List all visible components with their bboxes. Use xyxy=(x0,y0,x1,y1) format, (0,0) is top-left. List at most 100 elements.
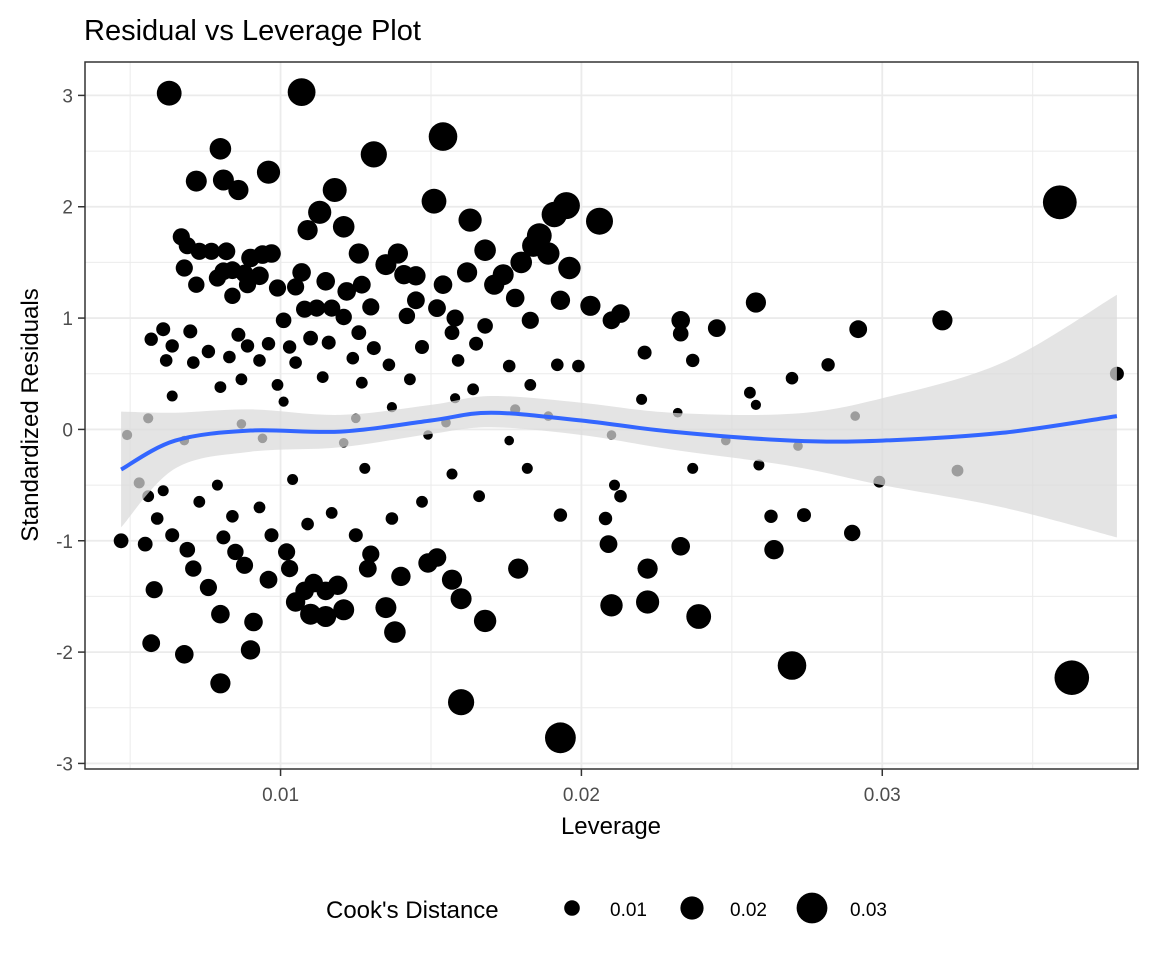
data-point xyxy=(750,399,762,410)
data-point xyxy=(441,569,463,590)
data-point xyxy=(362,298,380,316)
data-point xyxy=(821,358,835,372)
data-point xyxy=(521,462,533,474)
data-point xyxy=(238,276,257,294)
data-point xyxy=(541,201,567,228)
data-point xyxy=(157,485,169,497)
data-point xyxy=(144,332,158,346)
smooth-line xyxy=(120,410,1118,472)
data-point xyxy=(351,325,367,340)
legend-label: 0.01 xyxy=(610,900,647,921)
data-point xyxy=(308,299,326,317)
legend-title: Cook's Distance xyxy=(326,897,499,924)
data-point xyxy=(428,299,446,317)
data-point xyxy=(687,462,699,474)
data-point xyxy=(183,324,198,339)
data-point xyxy=(289,356,302,369)
data-point xyxy=(303,330,318,346)
data-point xyxy=(477,318,493,334)
data-point xyxy=(271,379,284,391)
data-point xyxy=(333,599,355,621)
y-axis-title: Standardized Residuals xyxy=(17,288,44,542)
data-point xyxy=(360,141,387,168)
data-point xyxy=(159,354,173,367)
x-tick-label: 0.03 xyxy=(864,785,901,806)
data-point xyxy=(473,609,497,633)
data-point xyxy=(259,570,278,589)
data-point xyxy=(686,353,700,368)
data-point xyxy=(473,490,485,503)
y-tick-label: 0 xyxy=(62,420,73,441)
legend-key xyxy=(796,892,828,924)
data-point xyxy=(256,160,281,184)
data-point xyxy=(145,581,163,599)
data-point xyxy=(214,381,227,393)
data-point xyxy=(287,474,299,485)
data-point xyxy=(188,276,205,293)
data-point xyxy=(253,501,266,514)
data-point xyxy=(446,468,458,480)
data-point xyxy=(315,606,337,627)
data-point xyxy=(484,274,505,295)
data-point xyxy=(521,311,539,329)
data-point xyxy=(636,590,660,614)
data-point xyxy=(418,553,438,573)
data-point xyxy=(458,208,482,232)
data-point xyxy=(150,512,164,525)
data-point xyxy=(744,386,756,399)
data-point xyxy=(467,383,479,396)
data-point xyxy=(777,651,807,680)
data-point xyxy=(505,288,525,308)
data-point xyxy=(637,345,652,360)
data-point xyxy=(202,242,220,260)
data-point xyxy=(142,634,161,653)
data-point xyxy=(753,459,765,471)
data-point xyxy=(275,312,292,329)
data-point xyxy=(113,533,129,549)
data-point xyxy=(165,528,180,543)
data-point xyxy=(352,275,371,294)
data-point xyxy=(185,560,202,577)
data-point xyxy=(932,310,953,331)
data-point xyxy=(297,220,318,241)
data-point xyxy=(609,479,620,491)
data-point xyxy=(316,371,329,383)
data-point xyxy=(550,290,571,310)
data-point xyxy=(217,242,236,261)
data-point xyxy=(636,393,648,405)
data-point xyxy=(764,540,784,560)
data-point xyxy=(348,243,369,264)
data-point xyxy=(325,507,338,519)
data-point xyxy=(292,263,311,282)
data-point xyxy=(235,556,254,574)
data-point xyxy=(416,495,428,508)
data-point xyxy=(175,259,193,277)
data-point xyxy=(212,169,234,191)
data-point xyxy=(586,207,613,235)
data-point xyxy=(1042,185,1077,220)
data-point xyxy=(301,517,314,531)
data-point xyxy=(524,379,537,391)
data-point xyxy=(278,543,296,561)
data-point xyxy=(398,307,416,325)
data-point xyxy=(385,512,399,525)
data-point xyxy=(600,594,623,617)
data-point xyxy=(211,604,230,624)
data-point xyxy=(391,566,411,587)
data-point xyxy=(223,350,236,364)
data-point xyxy=(572,359,585,373)
data-point xyxy=(599,535,618,553)
data-point xyxy=(446,309,464,327)
data-point xyxy=(686,604,712,629)
data-point xyxy=(366,341,381,356)
data-point xyxy=(406,266,426,286)
legend-label: 0.02 xyxy=(730,900,767,921)
data-point xyxy=(322,178,347,202)
data-point xyxy=(362,545,380,563)
data-point xyxy=(1054,660,1090,695)
panel-border xyxy=(84,61,1139,770)
data-point xyxy=(264,528,279,543)
data-point xyxy=(227,543,244,561)
data-point xyxy=(359,462,371,474)
